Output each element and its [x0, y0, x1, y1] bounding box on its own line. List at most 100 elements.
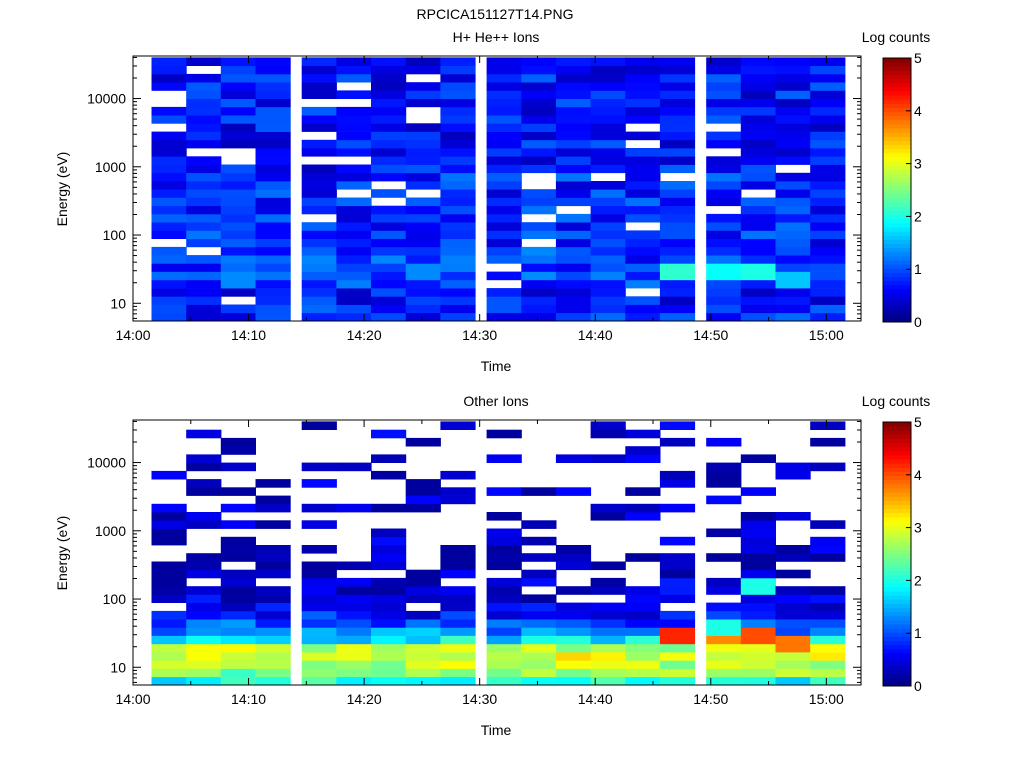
colorbar-segment: [883, 475, 911, 481]
colorbar-segment: [883, 111, 911, 117]
colorbar-segment: [883, 446, 911, 452]
heatmap-cell: [706, 238, 742, 248]
heatmap-cell: [810, 230, 846, 239]
heatmap-cell: [440, 230, 476, 239]
heatmap-cell: [371, 90, 407, 99]
heatmap-cell: [371, 106, 407, 116]
heatmap-cell: [590, 610, 626, 620]
heatmap-cell: [220, 635, 256, 645]
heatmap-cell: [590, 115, 626, 124]
heatmap-cell: [220, 172, 256, 182]
heatmap-cell: [740, 164, 776, 174]
heatmap-cell: [521, 619, 557, 628]
heatmap-cell: [336, 660, 372, 669]
heatmap-cell: [775, 462, 811, 472]
heatmap-cell: [590, 65, 626, 75]
colorbar-segment: [883, 430, 911, 435]
heatmap-cell: [151, 213, 187, 223]
heatmap-cell: [255, 279, 291, 289]
heatmap-cell: [775, 197, 811, 207]
heatmap-cell: [706, 90, 742, 99]
colorbar-segment: [883, 227, 911, 232]
heatmap-cell: [775, 569, 811, 579]
heatmap-cell: [301, 197, 337, 207]
heatmap-cell: [590, 619, 626, 628]
heatmap-cell: [255, 205, 291, 215]
x-tick-label: 14:10: [231, 691, 266, 707]
heatmap-cell: [186, 131, 222, 141]
heatmap-cell: [440, 123, 476, 132]
heatmap-cell: [151, 569, 187, 579]
colorbar-segment: [883, 459, 911, 464]
heatmap-cell: [521, 288, 557, 297]
heatmap-cell: [371, 304, 407, 314]
colorbar-segment: [883, 214, 911, 220]
colorbar-segment: [883, 591, 911, 596]
heatmap-cell: [255, 222, 291, 231]
heatmap-cell: [336, 106, 372, 116]
heatmap-cell: [625, 65, 661, 75]
heatmap-cell: [371, 139, 407, 149]
heatmap-cell: [775, 181, 811, 190]
heatmap-cell: [336, 610, 372, 620]
heatmap-cell: [590, 106, 626, 116]
heatmap-cell: [301, 569, 337, 579]
heatmap-cell: [336, 288, 372, 297]
heatmap-cell: [220, 586, 256, 595]
heatmap-cell: [740, 73, 776, 83]
heatmap-cell: [336, 602, 372, 612]
heatmap-cell: [151, 181, 187, 190]
colorbar-segment: [883, 504, 911, 510]
colorbar-frame: [882, 57, 912, 323]
heatmap-cell: [706, 246, 742, 256]
heatmap-cell: [590, 312, 626, 322]
colorbar-segment: [883, 91, 911, 96]
heatmap-cell: [301, 668, 337, 678]
heatmap-cell: [810, 148, 846, 157]
colorbar-segment: [883, 516, 911, 522]
heatmap-cell: [625, 181, 661, 190]
colorbar-tick-label: 2: [914, 208, 922, 224]
heatmap-cell: [590, 577, 626, 587]
heatmap-cell: [220, 189, 256, 198]
heatmap-cell: [625, 246, 661, 256]
colorbar-segment: [883, 587, 911, 592]
heatmap-cell: [590, 512, 626, 521]
heatmap-cell: [220, 627, 256, 636]
heatmap-cell: [255, 73, 291, 83]
heatmap-cell: [301, 90, 337, 99]
heatmap-cell: [486, 205, 522, 215]
heatmap-cell: [590, 57, 626, 66]
heatmap-cell: [555, 271, 592, 281]
heatmap-cell: [186, 205, 222, 215]
heatmap-cell: [186, 676, 222, 686]
heatmap-cell: [405, 181, 441, 190]
heatmap-cell: [405, 594, 441, 603]
heatmap-cell: [706, 156, 742, 165]
heatmap-cell: [775, 73, 811, 83]
heatmap-cell: [405, 131, 441, 141]
heatmap-cell: [255, 495, 291, 505]
heatmap-cell: [440, 246, 476, 256]
heatmap-cell: [521, 65, 557, 75]
heatmap-cell: [220, 446, 256, 455]
heatmap-cell: [590, 230, 626, 239]
heatmap-cell: [220, 545, 256, 554]
y-tick-label: 10: [110, 295, 126, 311]
heatmap-cell: [486, 246, 522, 256]
heatmap-cell: [186, 222, 222, 231]
heatmap-cell: [220, 263, 256, 272]
heatmap-cell: [625, 643, 661, 653]
heatmap-cell: [371, 553, 407, 562]
colorbar-segment: [883, 496, 911, 501]
colorbar-tick-label: 3: [914, 520, 922, 536]
heatmap-cell: [186, 263, 222, 272]
heatmap-cell: [740, 610, 776, 620]
heatmap-cell: [220, 57, 256, 66]
heatmap-cell: [186, 90, 222, 99]
heatmap-cell: [775, 98, 811, 108]
heatmap-cell: [555, 82, 592, 91]
heatmap-cell: [151, 279, 187, 289]
heatmap-cell: [151, 197, 187, 207]
heatmap-cell: [740, 577, 776, 587]
